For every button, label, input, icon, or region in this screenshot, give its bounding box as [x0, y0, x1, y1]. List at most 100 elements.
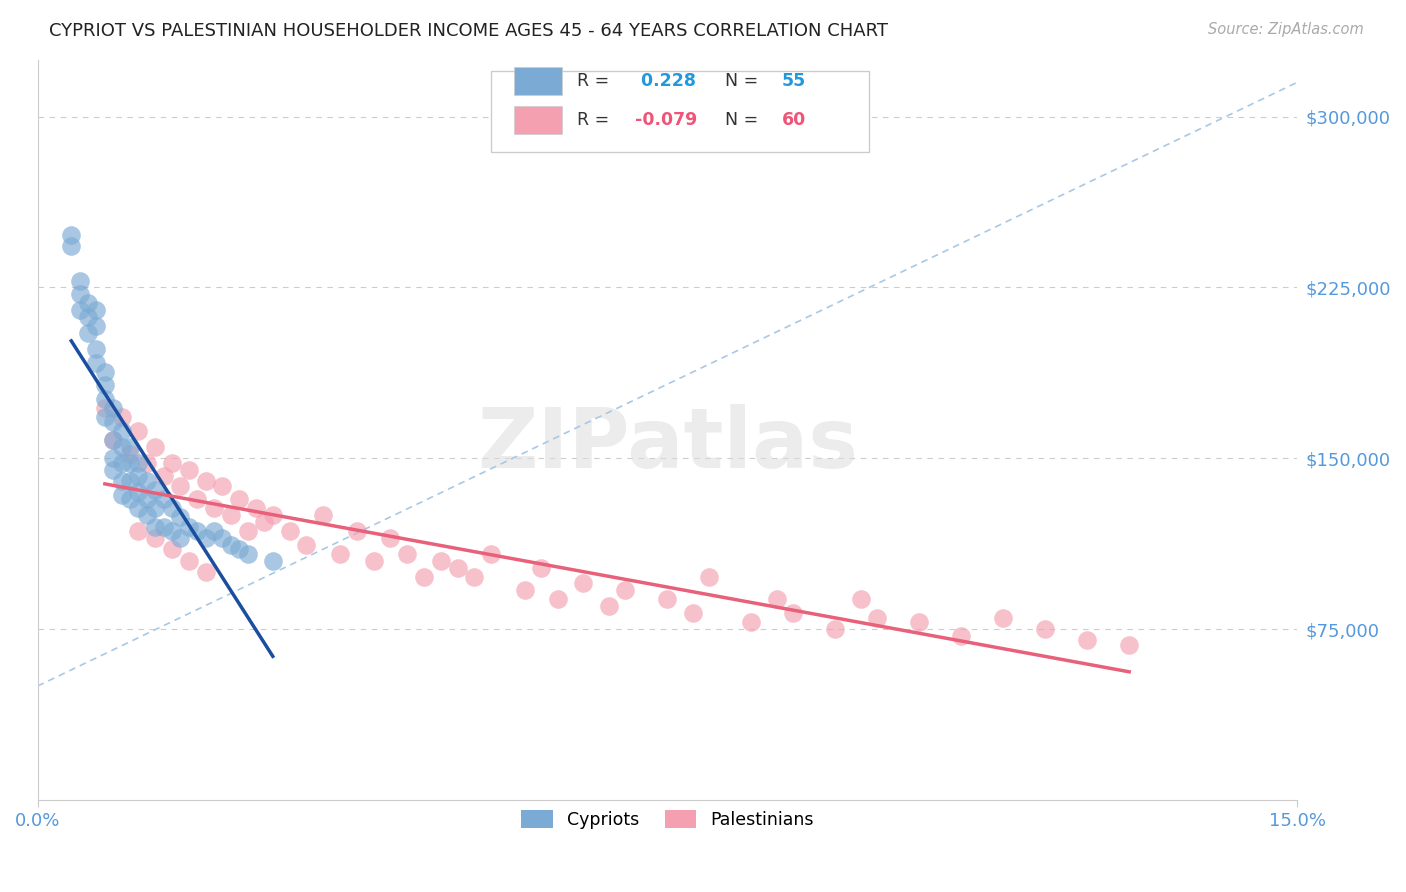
Point: [135, 474, 157, 488]
Point: [143, 483, 166, 497]
Point: [111, 440, 134, 454]
Point: [94, 392, 117, 406]
Point: [547, 592, 569, 607]
Point: [598, 599, 620, 614]
Point: [60, 227, 83, 242]
Point: [194, 531, 217, 545]
Point: [194, 565, 217, 579]
Point: [135, 508, 157, 523]
Point: [160, 501, 183, 516]
Point: [160, 524, 183, 538]
Point: [127, 424, 149, 438]
Point: [908, 615, 931, 630]
Point: [186, 524, 208, 538]
Point: [782, 606, 804, 620]
FancyBboxPatch shape: [491, 70, 869, 153]
Point: [236, 524, 259, 538]
Point: [60, 239, 83, 253]
Point: [1076, 633, 1098, 648]
Point: [186, 492, 208, 507]
Point: [219, 508, 242, 523]
Point: [94, 401, 117, 416]
Text: R =: R =: [576, 112, 614, 129]
Point: [127, 501, 149, 516]
Point: [262, 508, 284, 523]
Point: [86, 319, 108, 334]
Text: 0.228: 0.228: [634, 72, 696, 90]
Point: [177, 519, 200, 533]
Point: [118, 456, 141, 470]
Point: [363, 554, 385, 568]
Point: [572, 576, 595, 591]
Point: [194, 474, 217, 488]
Point: [824, 622, 846, 636]
Point: [253, 515, 276, 529]
Point: [103, 401, 125, 416]
Point: [127, 469, 149, 483]
Point: [236, 547, 259, 561]
Point: [479, 547, 502, 561]
Point: [143, 531, 166, 545]
Point: [513, 583, 536, 598]
Point: [211, 531, 233, 545]
Point: [380, 531, 402, 545]
Point: [94, 378, 117, 392]
Point: [202, 501, 225, 516]
Text: -0.079: -0.079: [634, 112, 697, 129]
Text: R =: R =: [576, 72, 614, 90]
Point: [446, 560, 468, 574]
Point: [295, 538, 318, 552]
Text: 60: 60: [782, 112, 806, 129]
Point: [657, 592, 679, 607]
FancyBboxPatch shape: [513, 67, 561, 95]
Point: [127, 456, 149, 470]
Point: [228, 542, 250, 557]
Point: [177, 554, 200, 568]
Point: [160, 542, 183, 557]
Point: [111, 424, 134, 438]
Point: [429, 554, 451, 568]
Point: [169, 478, 191, 492]
Point: [866, 610, 889, 624]
Point: [103, 415, 125, 429]
Point: [69, 274, 91, 288]
Text: N =: N =: [725, 72, 763, 90]
Point: [94, 410, 117, 425]
Point: [103, 462, 125, 476]
Point: [278, 524, 301, 538]
Point: [103, 433, 125, 447]
Legend: Cypriots, Palestinians: Cypriots, Palestinians: [515, 803, 821, 836]
Point: [245, 501, 267, 516]
Point: [1118, 638, 1140, 652]
Point: [413, 569, 436, 583]
Point: [699, 569, 721, 583]
Point: [69, 303, 91, 318]
Point: [118, 447, 141, 461]
Point: [143, 501, 166, 516]
Point: [329, 547, 352, 561]
Point: [849, 592, 872, 607]
Point: [77, 326, 100, 340]
Text: Source: ZipAtlas.com: Source: ZipAtlas.com: [1208, 22, 1364, 37]
Text: 55: 55: [782, 72, 806, 90]
FancyBboxPatch shape: [513, 106, 561, 134]
Point: [111, 474, 134, 488]
Point: [152, 492, 174, 507]
Point: [177, 462, 200, 476]
Point: [152, 519, 174, 533]
Point: [1033, 622, 1056, 636]
Point: [211, 478, 233, 492]
Point: [111, 410, 134, 425]
Point: [169, 510, 191, 524]
Point: [103, 433, 125, 447]
Point: [86, 342, 108, 356]
Point: [143, 440, 166, 454]
Point: [86, 303, 108, 318]
Point: [160, 456, 183, 470]
Point: [94, 365, 117, 379]
Point: [993, 610, 1015, 624]
Point: [202, 524, 225, 538]
Point: [262, 554, 284, 568]
Point: [127, 485, 149, 500]
Point: [396, 547, 419, 561]
